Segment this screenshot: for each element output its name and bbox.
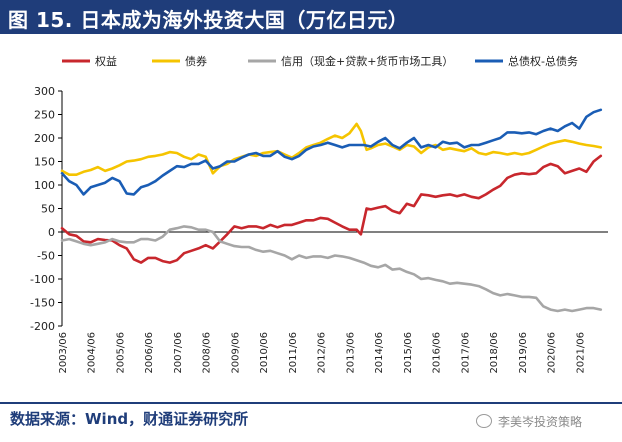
y-tick-label: -150	[30, 297, 55, 310]
figure-title-bar: 图 15. 日本成为海外投资大国（万亿日元）	[0, 0, 622, 34]
x-tick-label: 2005/06	[115, 332, 126, 374]
x-tick-label: 2019/06	[518, 332, 529, 374]
wechat-icon	[476, 414, 492, 428]
series-line	[60, 108, 603, 196]
footer-divider	[0, 402, 622, 404]
series-line	[60, 122, 603, 176]
legend-label: 总债权-总债务	[508, 54, 578, 68]
x-tick-label: 2013/06	[345, 332, 356, 374]
x-tick-label: 2009/06	[230, 332, 241, 374]
legend-label: 权益	[95, 54, 117, 68]
watermark: 李美岑投资策略	[476, 413, 582, 430]
legend-label: 信用（现金+贷款+货币市场工具）	[281, 54, 453, 68]
x-tick-label: 2018/06	[489, 332, 500, 374]
x-tick-label: 2021/06	[575, 332, 586, 374]
chart-axes: -200 -150 -100 -50 0 50 100 150 200 250 300 2003/06…	[30, 85, 608, 374]
y-tick-label: -100	[30, 273, 55, 286]
x-tick-label: 2011/06	[288, 332, 299, 374]
x-tick-label: 2017/06	[460, 332, 471, 374]
watermark-text: 李美岑投资策略	[498, 415, 583, 429]
x-tick-label: 2014/06	[374, 332, 385, 374]
x-tick-label: 2006/06	[144, 332, 155, 374]
x-tick-label: 2016/06	[432, 332, 443, 374]
chart-legend: 权益 债券 信用（现金+贷款+货币市场工具） 总债权-总债务	[62, 54, 578, 68]
y-tick-label: 50	[41, 203, 55, 216]
figure-title: 图 15. 日本成为海外投资大国（万亿日元）	[8, 8, 409, 32]
y-tick-label: -200	[30, 320, 55, 333]
x-tick-label: 2008/06	[202, 332, 213, 374]
x-tick-label: 2004/06	[87, 332, 98, 374]
series-line	[60, 225, 603, 313]
source-note: 数据来源：Wind，财通证券研究所	[10, 410, 249, 428]
x-tick-label: 2007/06	[173, 332, 184, 374]
y-tick-label: 200	[34, 132, 55, 145]
x-tick-label: 2015/06	[403, 332, 414, 374]
series-line	[60, 154, 603, 264]
y-tick-label: 250	[34, 109, 55, 122]
x-tick-label: 2003/06	[58, 332, 69, 374]
y-tick-label: -50	[37, 250, 55, 263]
x-tick-label: 2010/06	[259, 332, 270, 374]
y-tick-label: 300	[34, 85, 55, 98]
x-tick-label: 2020/06	[547, 332, 558, 374]
line-chart: 权益 债券 信用（现金+贷款+货币市场工具） 总债权-总债务 -200 -150 -100…	[30, 54, 608, 374]
legend-label: 债券	[185, 54, 207, 68]
y-tick-label: 0	[48, 226, 55, 239]
x-tick-label: 2012/06	[317, 332, 328, 374]
y-tick-label: 150	[34, 156, 55, 169]
y-tick-label: 100	[34, 179, 55, 192]
chart-series	[60, 108, 603, 313]
